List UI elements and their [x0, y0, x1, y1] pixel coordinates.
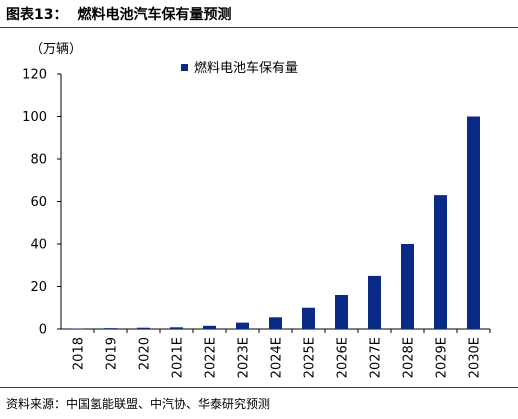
bar-2027E	[368, 275, 381, 329]
bar-2030E	[467, 116, 480, 329]
x-tick-label: 2028E	[402, 337, 417, 378]
y-tick-label: 100	[22, 110, 47, 125]
figure-title: 图表13： 燃料电池汽车保有量预测	[6, 4, 231, 24]
figure-title-text: 燃料电池汽车保有量预测	[77, 7, 232, 23]
y-tick-label: 80	[30, 153, 47, 168]
x-tick-label: 2029E	[435, 337, 450, 378]
x-tick-label: 2024E	[270, 337, 285, 378]
legend: 燃料电池车保有量	[181, 60, 298, 76]
bar-2023E	[236, 322, 249, 329]
x-tick-label: 2025E	[303, 337, 318, 378]
bar-2025E	[302, 307, 315, 329]
bar-2020	[137, 327, 150, 329]
bar-2028E	[401, 244, 414, 329]
legend-label: 燃料电池车保有量	[194, 60, 298, 76]
figure-label: 图表13：	[6, 7, 68, 23]
bar-2018	[71, 328, 84, 330]
x-axis: 2018 2019 2020 2021E 2022E 2023E 2024E 2025E 202…	[61, 328, 491, 378]
legend-swatch	[181, 64, 188, 71]
source-note: 资料来源：中国氢能联盟、中汽协、华泰研究预测	[6, 397, 271, 411]
bar-2019	[104, 328, 117, 329]
y-tick-label: 60	[30, 195, 47, 210]
y-tick-label: 0	[39, 323, 47, 338]
x-tick-label: 2019	[105, 337, 120, 370]
title-divider	[0, 27, 518, 28]
bar-2022E	[203, 325, 216, 329]
y-axis-unit: （万辆）	[30, 42, 83, 57]
x-tick-label: 2030E	[468, 337, 483, 378]
x-tick-label: 2020	[138, 337, 153, 370]
x-tick-label: 2021E	[171, 337, 186, 378]
x-tick-label: 2026E	[336, 337, 351, 378]
x-tick-label: 2023E	[237, 337, 252, 378]
y-tick-label: 120	[22, 68, 47, 83]
source-divider	[0, 387, 518, 388]
y-tick-label: 40	[30, 238, 47, 253]
bar-2024E	[269, 317, 282, 329]
y-axis: 0 20 40 60 80 100 120	[22, 68, 62, 338]
x-tick-label: 2022E	[204, 337, 219, 378]
bar-2021E	[170, 327, 183, 329]
bar-2026E	[335, 295, 348, 329]
bar-2029E	[434, 195, 447, 329]
x-tick-label: 2027E	[369, 337, 384, 378]
y-tick-label: 20	[30, 280, 47, 295]
bars	[71, 116, 480, 330]
x-tick-label: 2018	[72, 337, 87, 370]
